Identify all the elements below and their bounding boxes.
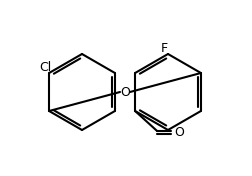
Text: O: O (120, 86, 130, 99)
Text: F: F (161, 42, 168, 55)
Text: Cl: Cl (39, 61, 51, 74)
Text: O: O (174, 125, 184, 139)
